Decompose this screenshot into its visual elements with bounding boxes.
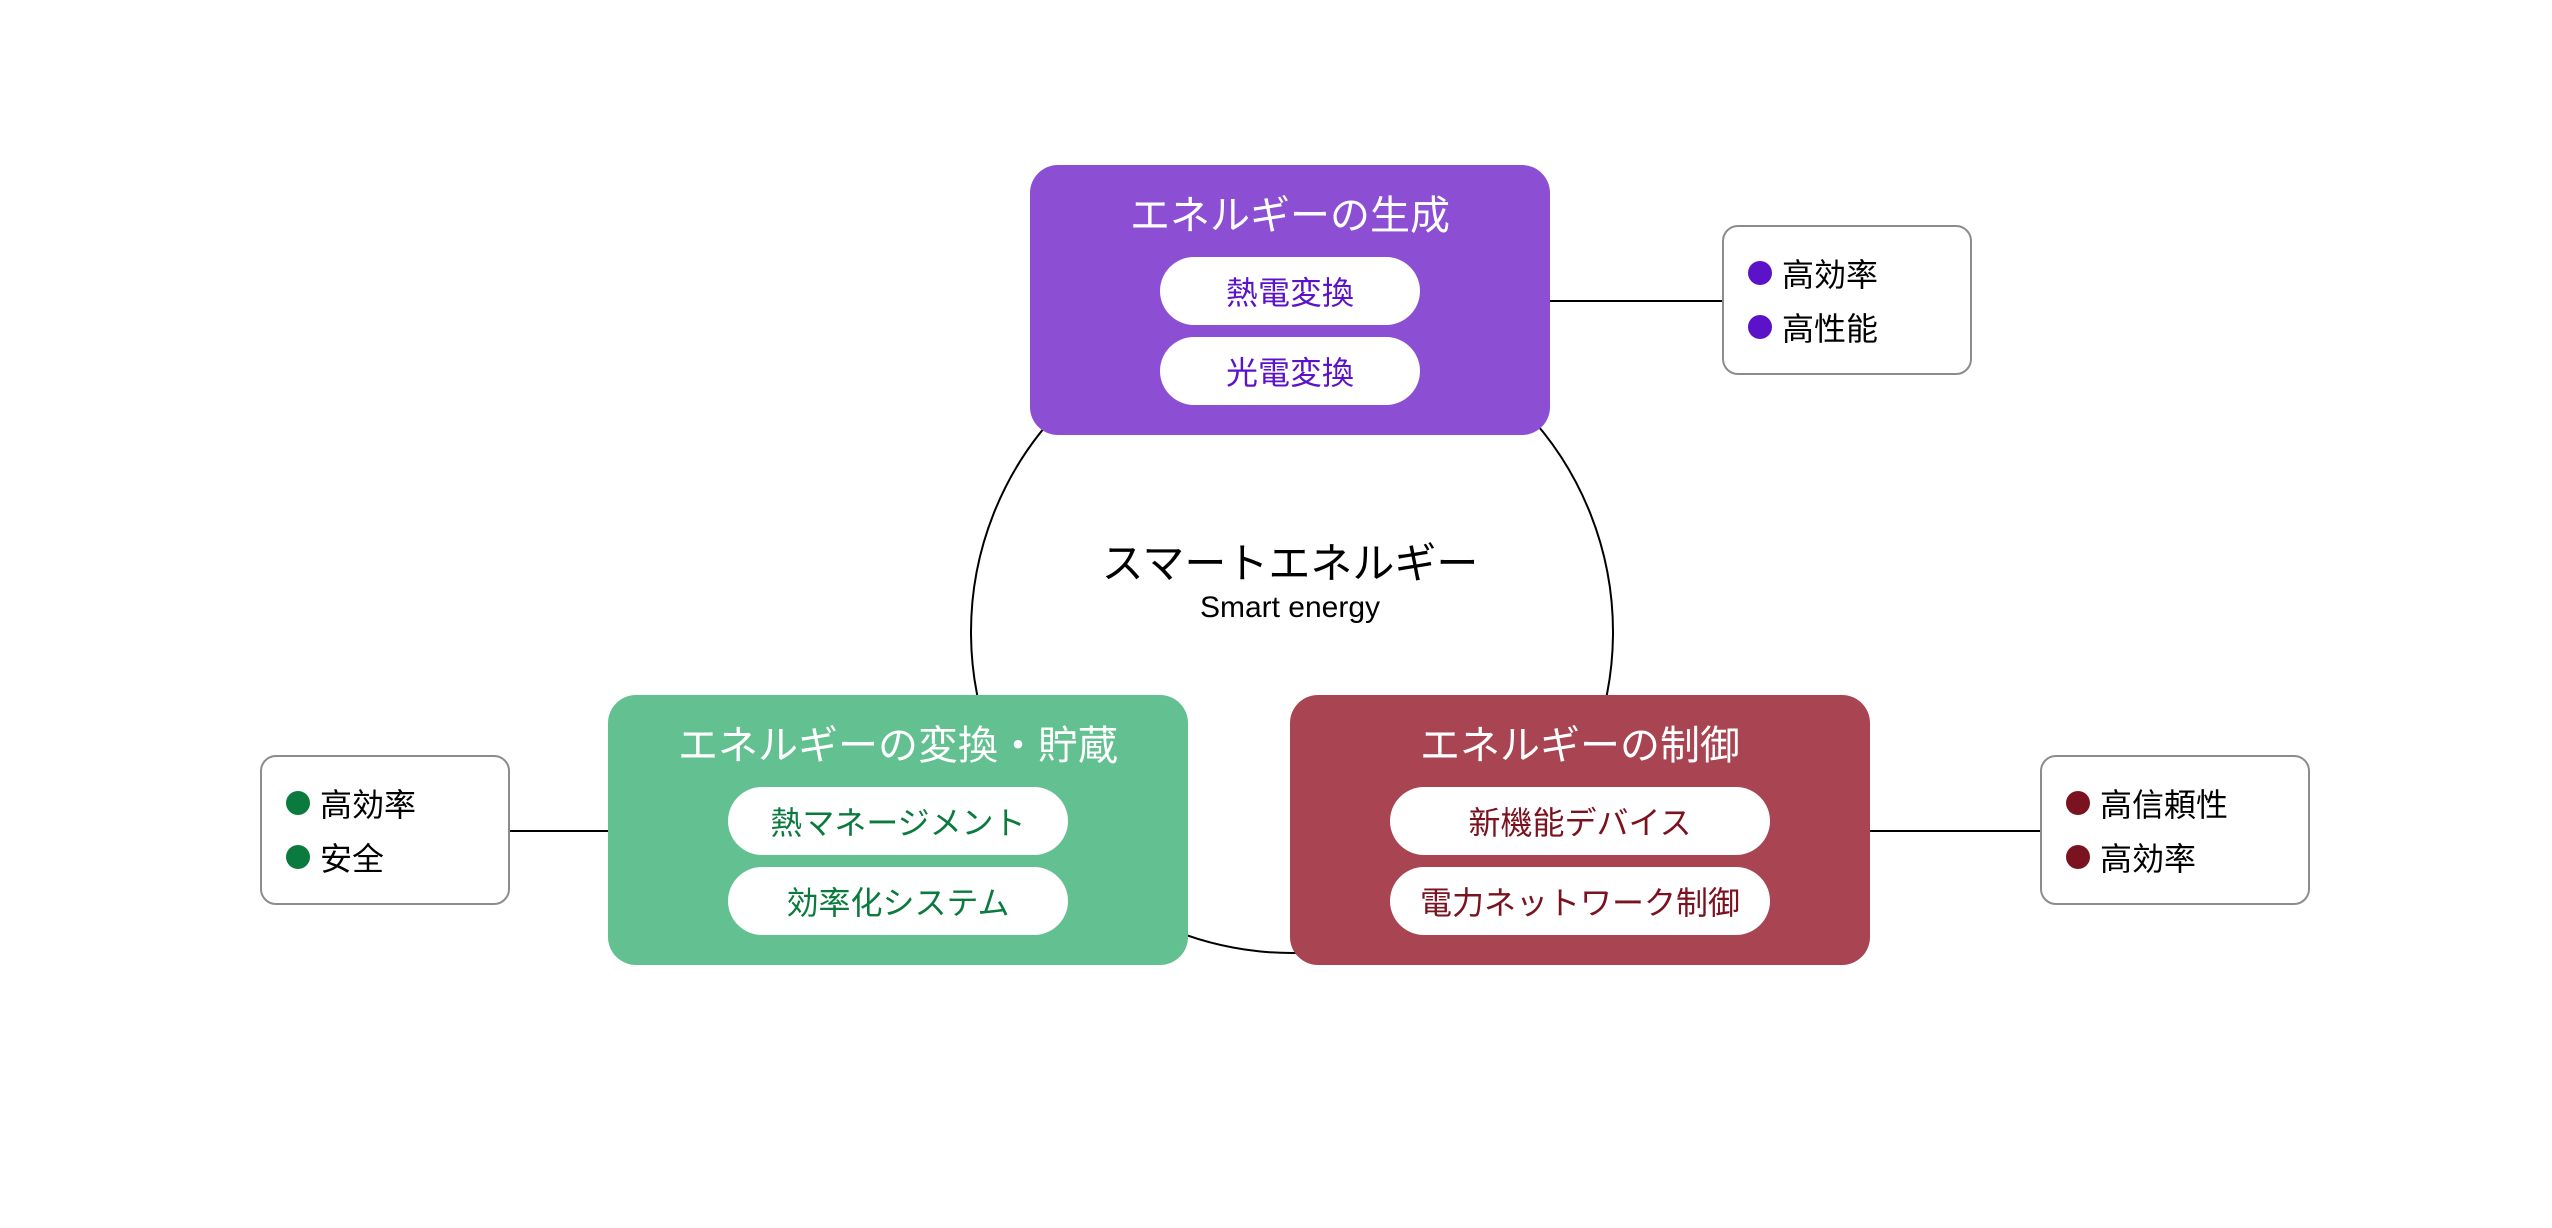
- block-conversion-storage: エネルギーの変換・貯蔵 熱マネージメント 効率化システム: [608, 695, 1188, 965]
- bullet-icon: [2066, 845, 2090, 869]
- tag-label: 高効率: [2100, 834, 2196, 880]
- pill-label: 効率化システム: [786, 878, 1009, 924]
- tag-label: 高性能: [1782, 304, 1878, 350]
- pill-label: 熱電変換: [1226, 268, 1354, 314]
- tag-label: 高効率: [320, 780, 416, 826]
- tag-row: 高性能: [1748, 304, 1970, 350]
- pill-label: 電力ネットワーク制御: [1420, 878, 1740, 924]
- tagbox-generation: 高効率 高性能: [1722, 225, 1972, 375]
- pill-thermoelectric: 熱電変換: [1160, 257, 1420, 325]
- bullet-icon: [286, 845, 310, 869]
- block-control: エネルギーの制御 新機能デバイス 電力ネットワーク制御: [1290, 695, 1870, 965]
- bullet-icon: [2066, 791, 2090, 815]
- pill-photoelectric: 光電変換: [1160, 337, 1420, 405]
- block-control-title: エネルギーの制御: [1420, 713, 1740, 771]
- tag-row: 高信頼性: [2066, 780, 2308, 826]
- tag-label: 安全: [320, 834, 384, 880]
- pill-label: 光電変換: [1226, 348, 1354, 394]
- pill-new-device: 新機能デバイス: [1390, 787, 1770, 855]
- center-label: スマートエネルギー Smart energy: [990, 530, 1590, 625]
- tagbox-control: 高信頼性 高効率: [2040, 755, 2310, 905]
- pill-thermal-management: 熱マネージメント: [728, 787, 1068, 855]
- bullet-icon: [1748, 315, 1772, 339]
- tag-label: 高効率: [1782, 250, 1878, 296]
- pill-efficiency-system: 効率化システム: [728, 867, 1068, 935]
- center-title-en: Smart energy: [990, 591, 1590, 625]
- tag-row: 安全: [286, 834, 508, 880]
- pill-label: 新機能デバイス: [1468, 798, 1691, 844]
- tag-row: 高効率: [1748, 250, 1970, 296]
- connector-top: [1550, 300, 1722, 302]
- connector-left: [510, 830, 608, 832]
- pill-label: 熱マネージメント: [770, 798, 1025, 844]
- block-generation-title: エネルギーの生成: [1130, 183, 1450, 241]
- tag-row: 高効率: [2066, 834, 2308, 880]
- center-title-jp: スマートエネルギー: [990, 530, 1590, 591]
- pill-network-control: 電力ネットワーク制御: [1390, 867, 1770, 935]
- tag-row: 高効率: [286, 780, 508, 826]
- bullet-icon: [1748, 261, 1772, 285]
- block-generation: エネルギーの生成 熱電変換 光電変換: [1030, 165, 1550, 435]
- tagbox-conversion: 高効率 安全: [260, 755, 510, 905]
- diagram-stage: スマートエネルギー Smart energy エネルギーの生成 熱電変換 光電変…: [0, 0, 2552, 1228]
- block-conversion-storage-title: エネルギーの変換・貯蔵: [678, 713, 1118, 771]
- bullet-icon: [286, 791, 310, 815]
- connector-right: [1870, 830, 2040, 832]
- tag-label: 高信頼性: [2100, 780, 2228, 826]
